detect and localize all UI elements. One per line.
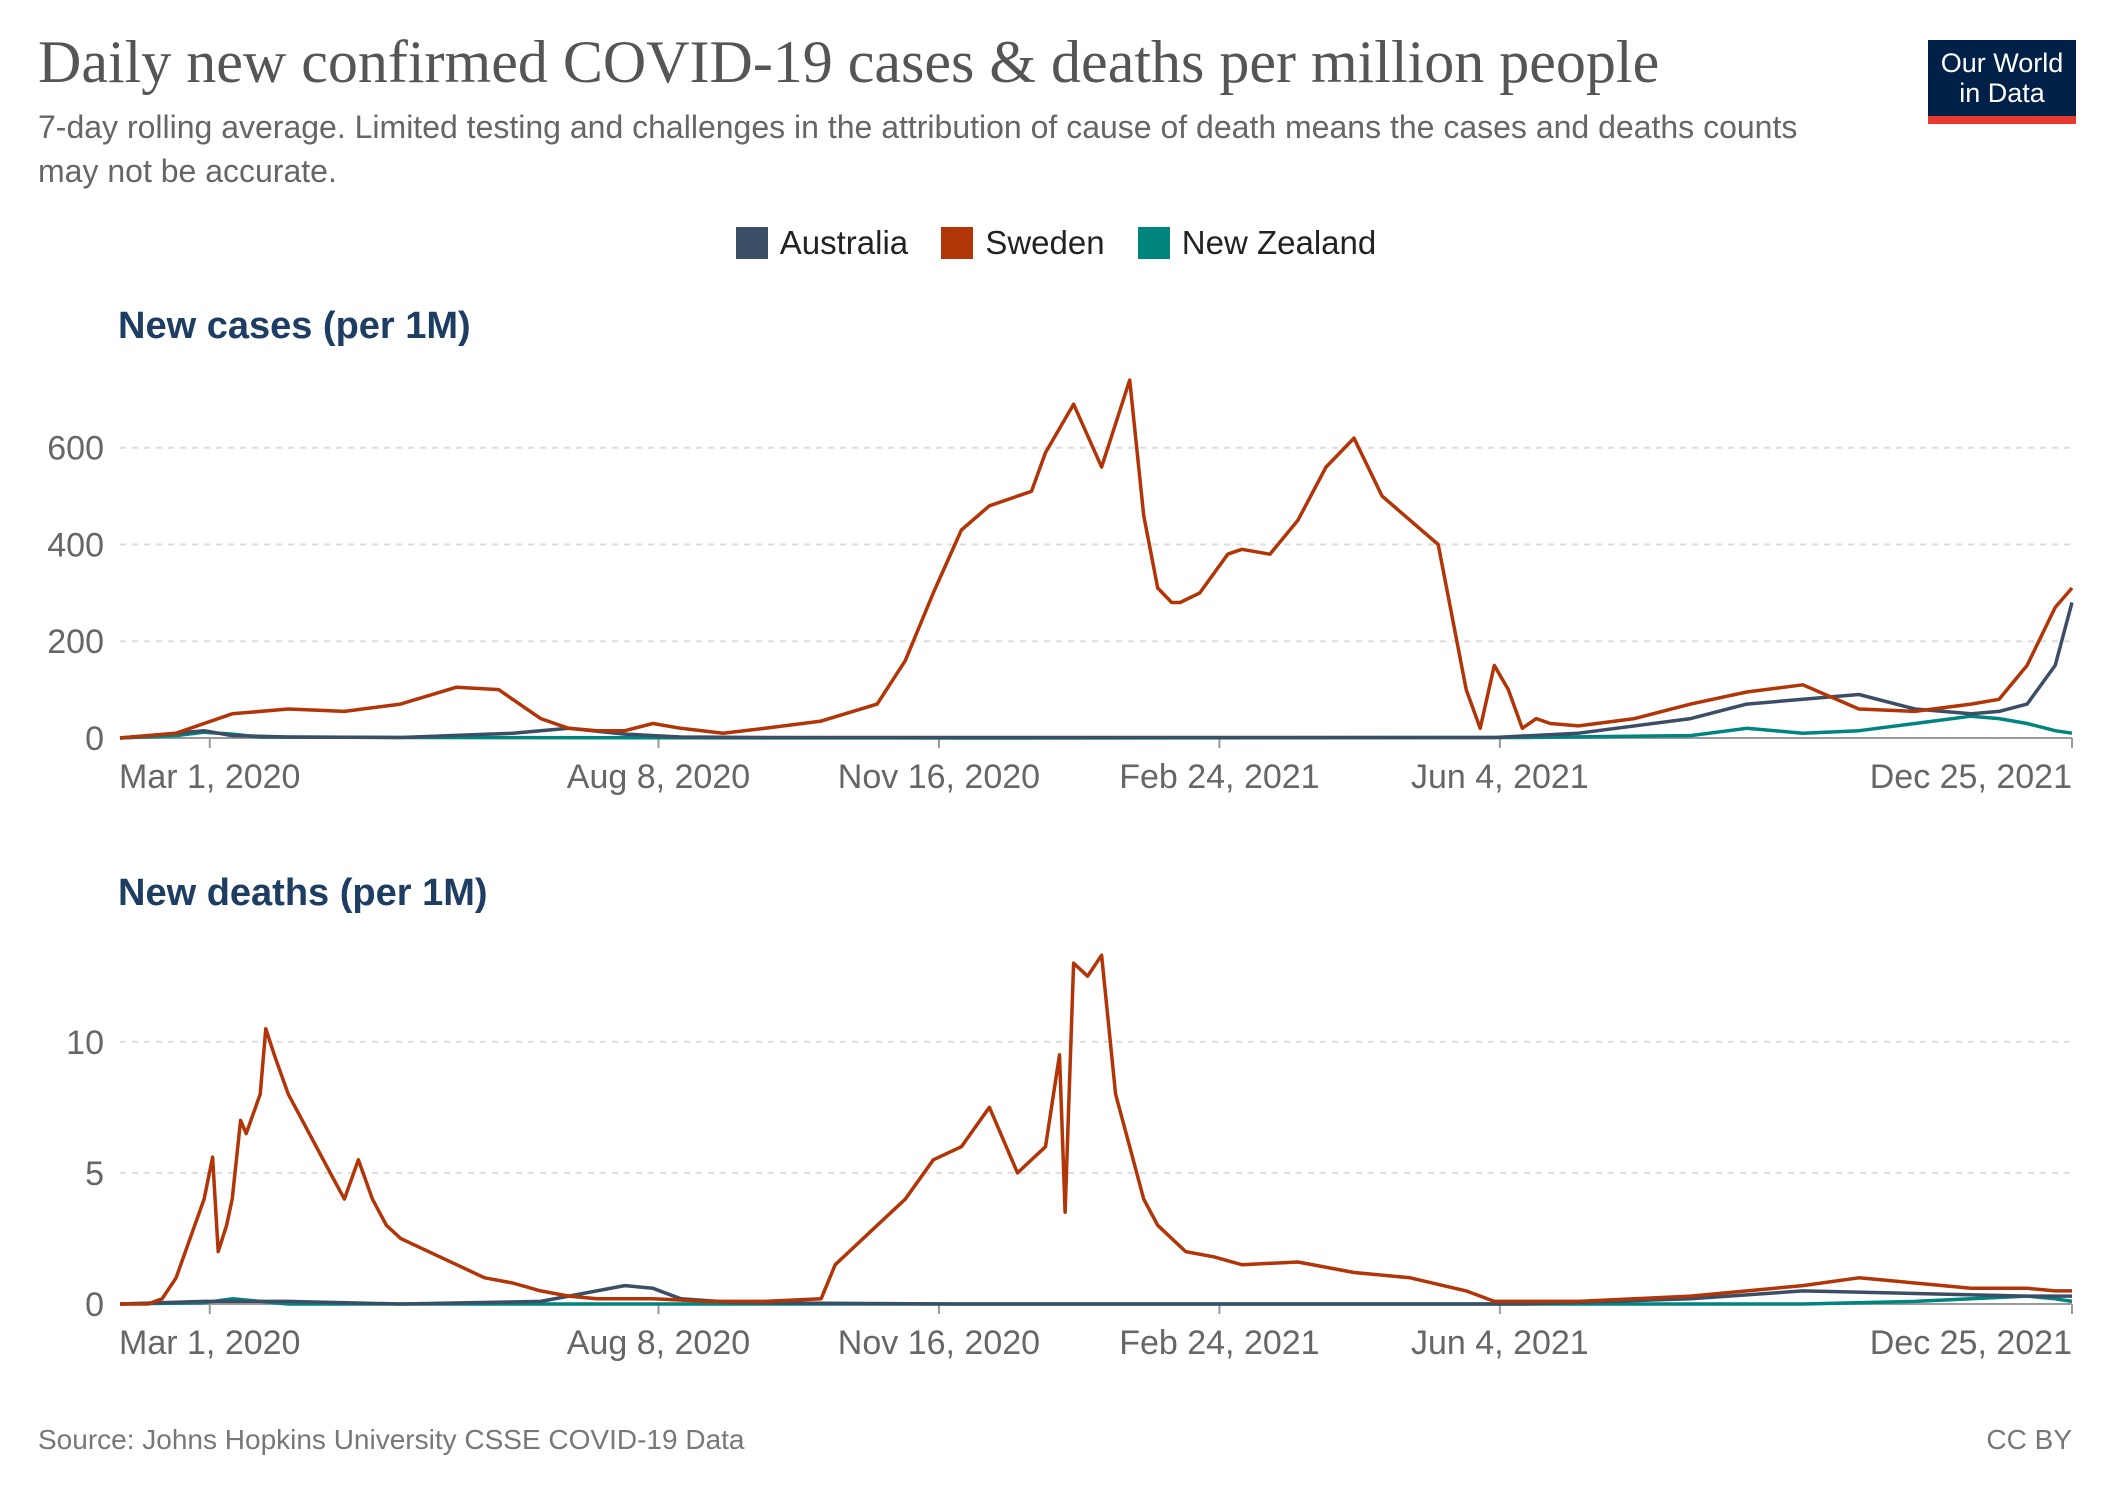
x-tick-label: Feb 24, 2021 bbox=[1119, 1324, 1319, 1362]
series-line-australia[interactable] bbox=[119, 602, 2074, 740]
x-tick-label: Aug 8, 2020 bbox=[567, 758, 750, 796]
series-line-sweden[interactable] bbox=[119, 378, 2074, 740]
legend-item-new-zealand[interactable]: New Zealand bbox=[1137, 224, 1377, 262]
logo-line-1: Our World bbox=[1940, 48, 2064, 78]
x-tick-label: Dec 25, 2021 bbox=[1870, 758, 2072, 796]
x-tick-label: Nov 16, 2020 bbox=[838, 758, 1040, 796]
cases-panel-title: New cases (per 1M) bbox=[118, 305, 471, 347]
x-tick-label: Aug 8, 2020 bbox=[567, 1324, 750, 1362]
x-tick-label: Nov 16, 2020 bbox=[838, 1324, 1040, 1362]
y-tick-label: 0 bbox=[85, 720, 104, 758]
y-tick-label: 10 bbox=[66, 1024, 104, 1062]
source-note[interactable]: Source: Johns Hopkins University CSSE CO… bbox=[38, 1424, 745, 1455]
x-tick-label: Feb 24, 2021 bbox=[1119, 758, 1319, 796]
chart-title: Daily new confirmed COVID-19 cases & dea… bbox=[38, 29, 1660, 95]
x-tick-label: Mar 1, 2020 bbox=[119, 758, 300, 796]
legend-label-new-zealand: New Zealand bbox=[1181, 224, 1377, 261]
y-tick-label: 600 bbox=[47, 430, 104, 468]
legend-swatch-new-zealand bbox=[1137, 227, 1170, 259]
legend-swatch-australia bbox=[735, 227, 768, 259]
legend-item-sweden[interactable]: Sweden bbox=[941, 224, 1105, 262]
deaths-panel-title: New deaths (per 1M) bbox=[118, 872, 488, 914]
license-note[interactable]: CC BY bbox=[1986, 1424, 2072, 1455]
y-tick-label: 400 bbox=[47, 526, 104, 564]
y-tick-label: 5 bbox=[85, 1155, 104, 1193]
x-tick-label: Mar 1, 2020 bbox=[119, 1324, 300, 1362]
x-tick-label: Jun 4, 2021 bbox=[1411, 758, 1589, 796]
legend-label-sweden: Sweden bbox=[985, 224, 1105, 261]
logo-line-2: in Data bbox=[1959, 78, 2045, 108]
series-line-sweden[interactable] bbox=[120, 953, 2072, 1306]
legend-label-australia: Australia bbox=[779, 224, 909, 261]
legend-swatch-sweden bbox=[941, 227, 974, 259]
cases-panel: 0 200 400 600 Mar 1, 2020 Aug 8, 2020 Nov 16, … bbox=[47, 378, 2074, 796]
x-tick-label: Dec 25, 2021 bbox=[1870, 1324, 2072, 1362]
y-tick-label: 0 bbox=[85, 1286, 104, 1324]
owid-logo[interactable]: Our World in Data bbox=[1928, 40, 2076, 124]
x-tick-label: Jun 4, 2021 bbox=[1411, 1324, 1589, 1362]
series-line-new-zealand[interactable] bbox=[119, 714, 2073, 740]
chart-subtitle: 7-day rolling average. Limited testing a… bbox=[38, 109, 1798, 189]
deaths-panel: 0 5 10 Mar 1, 2020 Aug 8, 2020 Nov 16, 2020 Fe… bbox=[66, 953, 2073, 1362]
logo-red-bar bbox=[1928, 116, 2076, 124]
legend-item-australia[interactable]: Australia bbox=[735, 224, 909, 262]
y-tick-label: 200 bbox=[47, 623, 104, 661]
legend: Australia Sweden New Zealand bbox=[0, 224, 2112, 267]
